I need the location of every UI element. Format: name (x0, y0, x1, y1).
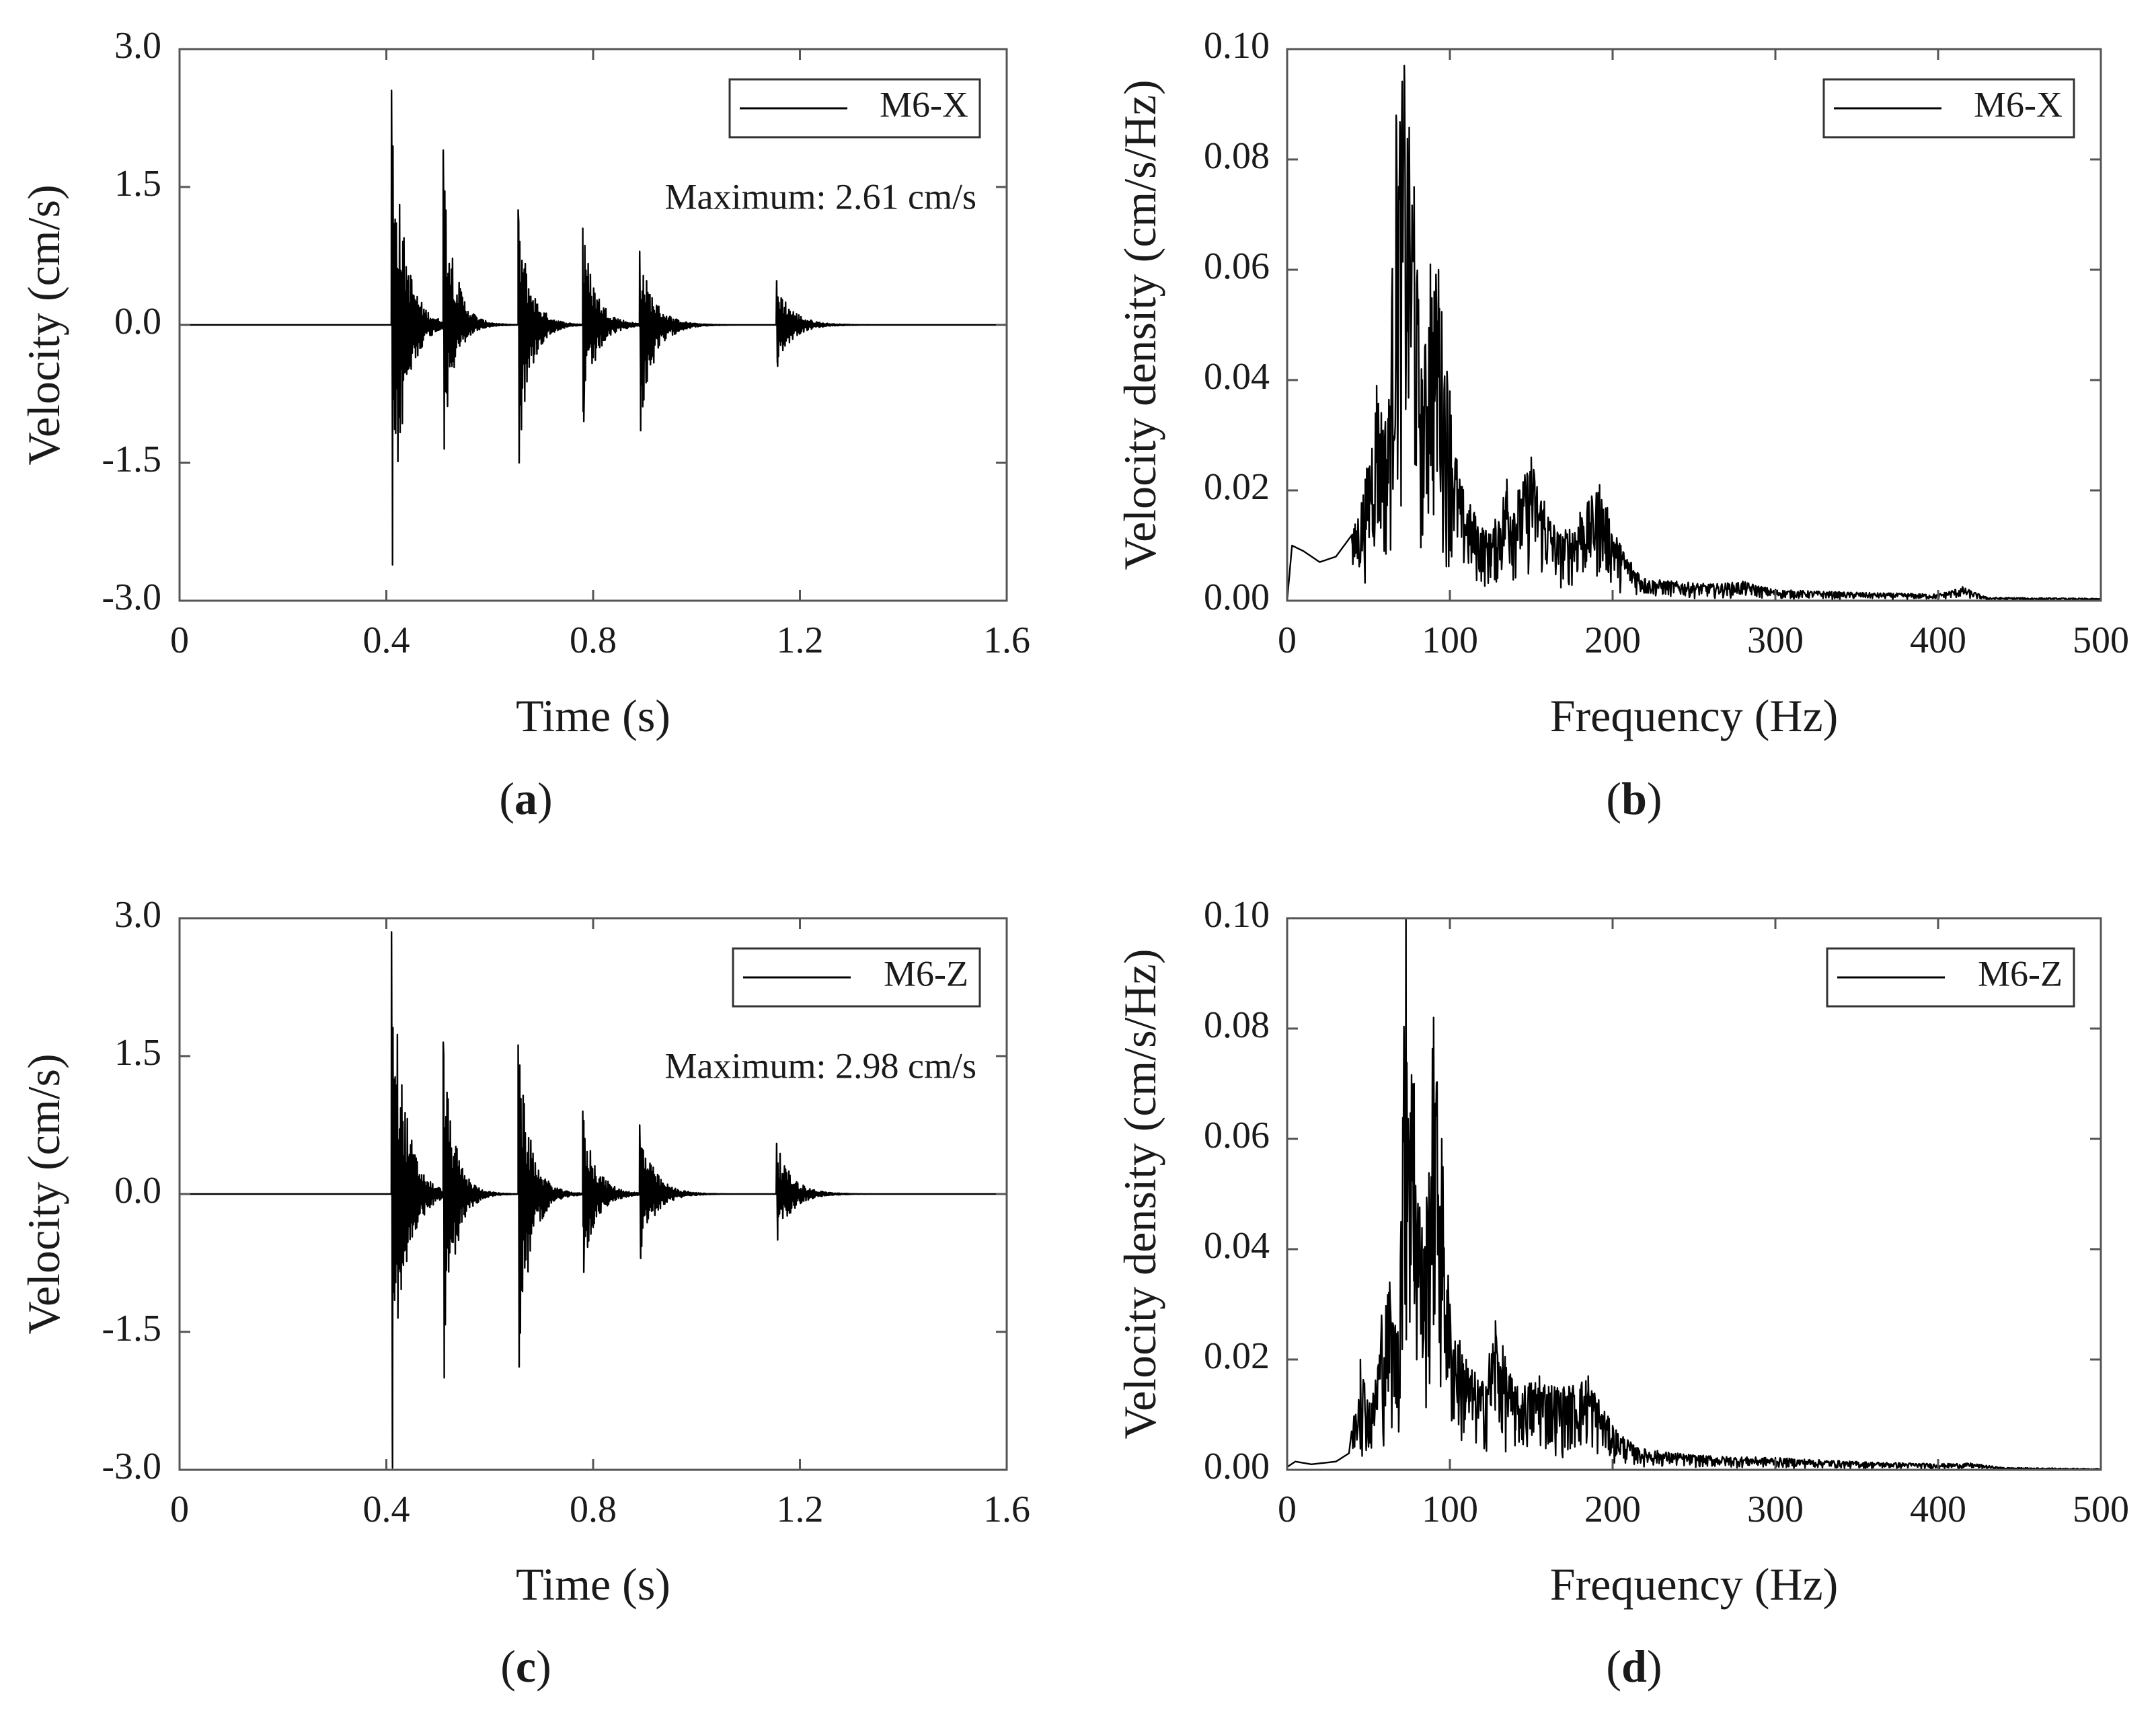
x-tick-label: 0.8 (570, 620, 617, 661)
y-tick-label: -3.0 (102, 576, 161, 618)
x-tick-label: 0 (1278, 1489, 1297, 1530)
x-tick-label: 100 (1422, 620, 1478, 661)
x-tick-label: 0 (170, 1489, 189, 1530)
y-tick-label: 0.10 (1204, 894, 1270, 936)
y-tick-label: 0.00 (1204, 576, 1270, 618)
y-tick-label: 0.06 (1204, 246, 1270, 287)
x-tick-label: 0.8 (570, 1489, 617, 1530)
x-tick-label: 1.2 (777, 620, 824, 661)
x-tick-label: 1.6 (983, 620, 1030, 661)
y-axis-label: Velocity (cm/s) (18, 1053, 69, 1334)
panel-label: (a) (499, 773, 552, 824)
y-tick-label: 0.08 (1204, 135, 1270, 177)
y-tick-label: 1.5 (114, 1032, 161, 1074)
x-tick-label: 1.2 (777, 1489, 824, 1530)
x-tick-label: 200 (1584, 1489, 1641, 1530)
maximum-annotation: Maximum: 2.98 cm/s (665, 1045, 976, 1086)
x-tick-label: 0.4 (363, 1489, 410, 1530)
series-line-m6-x (179, 89, 1007, 566)
x-tick-label: 400 (1910, 1489, 1966, 1530)
x-axis-label: Frequency (Hz) (1550, 690, 1839, 741)
legend-label: M6-Z (1978, 953, 2063, 994)
x-tick-label: 0.4 (363, 620, 410, 661)
y-tick-label: 0.10 (1204, 25, 1270, 67)
plot-frame (1286, 48, 2102, 602)
panel-d-spectrum-z: 0.00 0.02 0.04 0.06 0.08 0.10 0 100 200 … (1114, 894, 2129, 1692)
y-tick-label: 0.0 (114, 301, 161, 342)
x-tick-label: 500 (2073, 1489, 2129, 1530)
y-tick-label: -3.0 (102, 1446, 161, 1487)
legend-label: M6-Z (884, 953, 968, 994)
series-line-m6-z (179, 931, 1007, 1469)
panel-label: (d) (1606, 1641, 1662, 1692)
x-tick-label: 400 (1910, 620, 1966, 661)
plot-frame (1286, 917, 2102, 1471)
y-axis-label: Velocity (cm/s) (18, 184, 69, 465)
y-tick-label: 3.0 (114, 25, 161, 67)
maximum-annotation: Maximum: 2.61 cm/s (665, 176, 976, 217)
y-axis-label: Velocity density (cm/s/Hz) (1114, 949, 1165, 1440)
panel-label: (b) (1606, 773, 1662, 824)
x-tick-label: 200 (1584, 620, 1641, 661)
series-line-m6-x (1286, 65, 2102, 601)
x-axis-label: Time (s) (516, 1559, 670, 1610)
legend-label: M6-X (880, 84, 968, 124)
panel-a-velocity-x: -3.0 -1.5 0.0 1.5 3.0 0 0.4 0.8 1.2 1.6 … (18, 25, 1030, 824)
legend-label: M6-X (1974, 84, 2063, 124)
y-tick-label: 0.04 (1204, 1225, 1270, 1267)
y-axis-label: Velocity density (cm/s/Hz) (1114, 80, 1165, 570)
y-tick-label: 3.0 (114, 894, 161, 936)
y-tick-label: 0.02 (1204, 1335, 1270, 1377)
y-tick-label: 0.08 (1204, 1004, 1270, 1046)
panel-b-spectrum-x: 0.00 0.02 0.04 0.06 0.08 0.10 0 100 200 … (1114, 25, 2129, 824)
y-tick-label: 0.06 (1204, 1115, 1270, 1156)
y-tick-label: 0.04 (1204, 356, 1270, 398)
x-axis-label: Time (s) (516, 690, 670, 741)
panel-c-velocity-z: -3.0 -1.5 0.0 1.5 3.0 0 0.4 0.8 1.2 1.6 … (18, 894, 1030, 1692)
x-axis-label: Frequency (Hz) (1550, 1559, 1839, 1610)
y-tick-label: 0.00 (1204, 1446, 1270, 1487)
x-tick-label: 0 (170, 620, 189, 661)
panel-label: (c) (500, 1641, 551, 1692)
y-tick-label: -1.5 (102, 439, 161, 480)
series-line-m6-z (1286, 917, 2102, 1470)
y-tick-label: 1.5 (114, 163, 161, 204)
x-tick-label: 100 (1422, 1489, 1478, 1530)
y-tick-label: 0.0 (114, 1170, 161, 1212)
y-tick-label: 0.02 (1204, 466, 1270, 508)
x-tick-label: 300 (1747, 620, 1804, 661)
x-tick-label: 0 (1278, 620, 1297, 661)
x-tick-label: 300 (1747, 1489, 1804, 1530)
x-tick-label: 1.6 (983, 1489, 1030, 1530)
y-tick-label: -1.5 (102, 1308, 161, 1349)
x-tick-label: 500 (2073, 620, 2129, 661)
